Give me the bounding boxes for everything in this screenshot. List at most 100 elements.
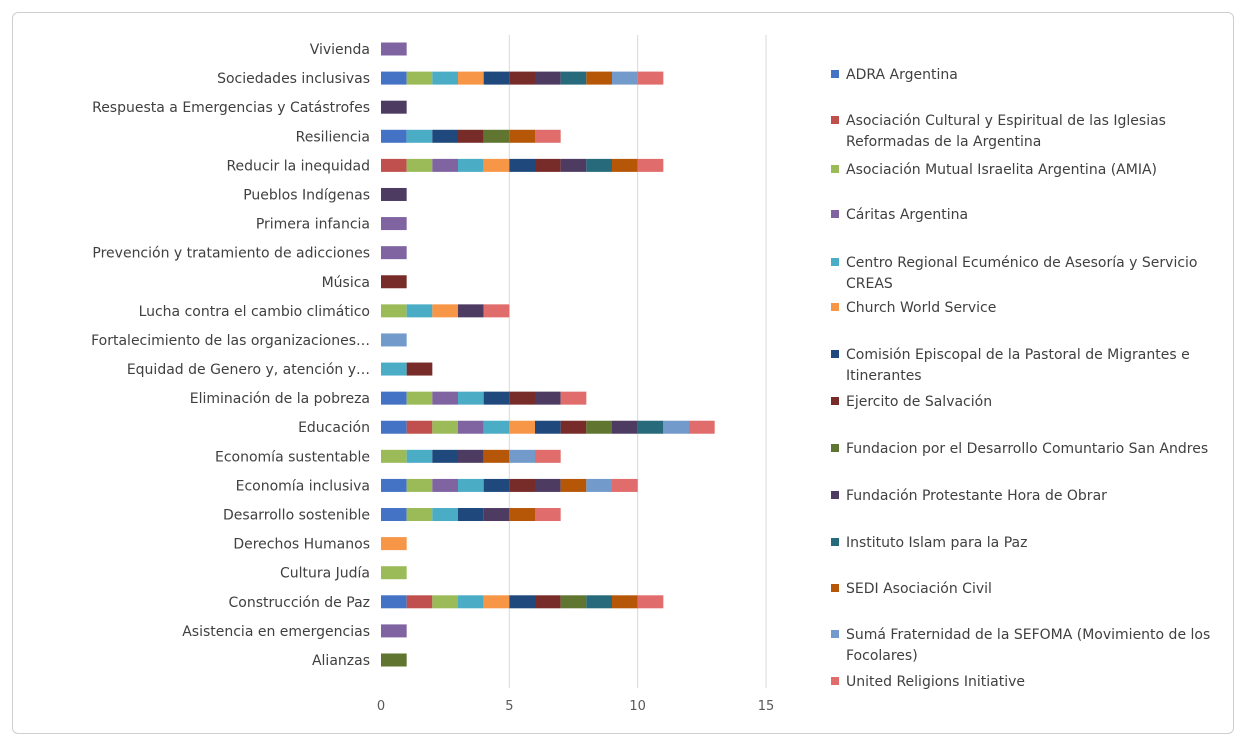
bar-segment	[432, 391, 458, 405]
bar-segment	[509, 71, 535, 85]
bar-segment	[509, 391, 535, 405]
bar-segment	[406, 595, 433, 609]
x-tick-label: 10	[629, 699, 646, 714]
bar-segment	[483, 391, 510, 405]
bar-segment	[535, 478, 561, 492]
legend-label: United Religions Initiative	[846, 674, 1025, 690]
bar-segment	[406, 129, 433, 143]
bar-segment	[560, 71, 587, 85]
bar-segment	[509, 478, 535, 492]
legend-swatch	[831, 630, 839, 638]
bar-segment	[560, 391, 587, 405]
bar-segment	[535, 391, 561, 405]
bar-segment	[535, 71, 561, 85]
legend-swatch	[831, 303, 839, 311]
category-label: Primera infancia	[256, 217, 370, 233]
bar-segment	[586, 595, 612, 609]
legend-label: Centro Regional Ecuménico de Asesoría y …	[846, 255, 1198, 292]
bar-segment	[381, 566, 407, 580]
bar-segment	[381, 391, 407, 405]
bar-segment	[535, 449, 561, 463]
category-label: Reducir la inequidad	[226, 158, 370, 174]
bar-segment	[432, 304, 458, 318]
bar-segment	[381, 42, 407, 56]
legend-label: SEDI Asociación Civil	[846, 581, 992, 597]
legend-label: Instituto Islam para la Paz	[846, 535, 1027, 551]
bar-segment	[458, 508, 484, 522]
bar-segment	[458, 595, 484, 609]
bar-segment	[381, 246, 407, 260]
bar-segment	[432, 508, 458, 522]
category-label: Economía sustentable	[215, 449, 370, 465]
bar-segment	[483, 420, 510, 434]
legend-swatch	[831, 491, 839, 499]
legend-swatch	[831, 165, 839, 173]
x-tick-labels: 0 5 10 15	[377, 699, 774, 714]
bar-segment	[406, 362, 433, 376]
bar-segment	[458, 129, 484, 143]
bar-segment	[637, 595, 664, 609]
category-label: Educación	[298, 420, 370, 436]
bar-segment	[458, 391, 484, 405]
category-label: Alianzas	[312, 653, 370, 669]
bar-segment	[612, 158, 638, 172]
bar-segment	[509, 129, 535, 143]
legend-swatch	[831, 350, 839, 358]
category-label: Construcción de Paz	[229, 595, 371, 611]
legend-label: Ejercito de Salvación	[846, 394, 992, 410]
gridlines	[508, 35, 767, 688]
bar-segment	[458, 158, 484, 172]
bar-segment	[432, 595, 458, 609]
category-label: Economía inclusiva	[236, 478, 370, 494]
bar-segment	[689, 420, 715, 434]
category-label: Derechos Humanos	[233, 537, 370, 553]
bar-segment	[381, 362, 407, 376]
bar-segment	[483, 508, 510, 522]
bar-segment	[535, 508, 561, 522]
bar-segment	[406, 71, 433, 85]
bar-segment	[432, 449, 458, 463]
category-label: Prevención y tratamiento de adicciones	[92, 246, 370, 262]
bar-segment	[432, 478, 458, 492]
legend-label: Asociación Mutual Israelita Argentina (A…	[846, 162, 1157, 178]
legend-label: Fundacion por el Desarrollo Comuntario S…	[846, 441, 1208, 457]
category-label: Pueblos Indígenas	[243, 187, 370, 203]
bar-segment	[535, 158, 561, 172]
bar-segment	[432, 158, 458, 172]
bar-segment	[637, 71, 664, 85]
bar-segment	[381, 275, 407, 289]
bar-segment	[612, 71, 638, 85]
legend-label: Comisión Episcopal de la Pastoral de Mig…	[846, 347, 1190, 384]
legend-swatch	[831, 116, 839, 124]
bar-segment	[612, 420, 638, 434]
bar-segment	[406, 420, 433, 434]
category-label: Sociedades inclusivas	[217, 71, 370, 87]
legend-label: ADRA Argentina	[846, 67, 958, 83]
legend-label: Asociación Cultural y Espiritual de las …	[846, 113, 1166, 150]
bar-segment	[637, 158, 664, 172]
category-label: Respuesta a Emergencias y Catástrofes	[92, 100, 370, 116]
bar-segment	[560, 158, 587, 172]
bar-segment	[432, 71, 458, 85]
bar-segment	[483, 129, 510, 143]
category-label: Asistencia en emergencias	[182, 624, 370, 640]
bar-segment	[406, 508, 433, 522]
bar-segment	[458, 71, 484, 85]
bar-segment	[381, 420, 407, 434]
category-label: Música	[322, 275, 370, 291]
category-label: Cultura Judía	[280, 566, 370, 582]
bar-segment	[535, 420, 561, 434]
bar-segment	[612, 595, 638, 609]
bar-segment	[586, 420, 612, 434]
bar-segment	[586, 478, 612, 492]
category-label: Fortalecimiento de las organizaciones…	[91, 333, 370, 349]
bar-segment	[509, 420, 535, 434]
bar-segment	[381, 449, 407, 463]
bar-segment	[381, 129, 407, 143]
legend-swatch	[831, 677, 839, 685]
bar-segment	[483, 449, 510, 463]
legend-label: Sumá Fraternidad de la SEFOMA (Movimient…	[846, 627, 1210, 664]
bar-segment	[483, 71, 510, 85]
bars	[381, 42, 715, 667]
